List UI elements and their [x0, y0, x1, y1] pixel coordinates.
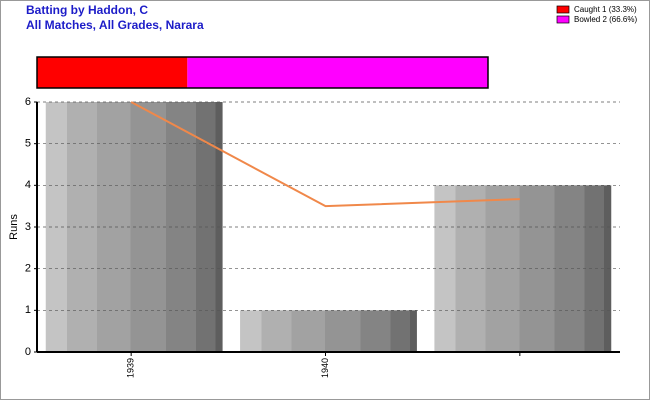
- y-tick-label: 2: [25, 263, 31, 275]
- y-tick-label: 1: [25, 304, 31, 316]
- y-tick-label: 5: [25, 138, 31, 150]
- proportion-border: [36, 56, 489, 89]
- legend-swatch: [556, 15, 570, 24]
- legend-label: Caught 1 (33.3%): [574, 5, 637, 14]
- chart-title: Batting by Haddon, C: [26, 3, 148, 17]
- proportion-segment: [187, 57, 489, 88]
- y-tick-label: 0: [25, 346, 31, 358]
- chart-subtitle: All Matches, All Grades, Narara: [26, 18, 204, 32]
- y-axis-label: Runs: [8, 214, 20, 240]
- x-tick-label: 1939: [126, 358, 136, 378]
- legend-label: Bowled 2 (66.6%): [574, 15, 637, 24]
- x-tick-label: 1940: [320, 358, 330, 378]
- y-tick-label: 6: [25, 96, 31, 108]
- bar: [240, 310, 417, 352]
- line-series: [130, 101, 520, 208]
- y-tick-label: 3: [25, 221, 31, 233]
- legend-swatch: [556, 5, 570, 14]
- y-tick-label: 4: [25, 179, 31, 191]
- proportion-segment: [37, 57, 188, 88]
